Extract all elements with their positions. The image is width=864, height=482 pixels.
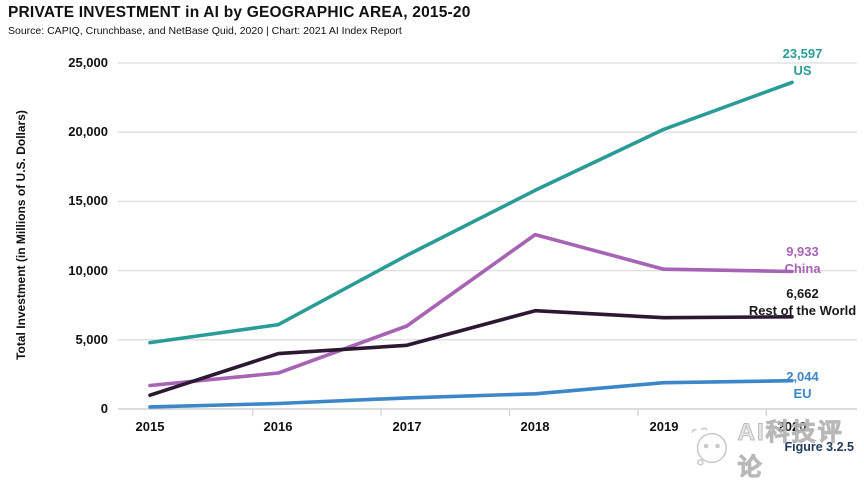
y-tick-label-25-000: 25,000 (68, 55, 108, 70)
end-label-value: 2,044 (786, 369, 819, 384)
end-label-name: China (784, 261, 821, 276)
y-tick-label-0: 0 (100, 401, 108, 416)
end-label-value: 6,662 (786, 286, 819, 301)
end-label-name: EU (793, 386, 812, 401)
watermark-text: AI科技评论 (737, 419, 844, 482)
series-line-us (148, 80, 794, 345)
y-tick-label-20-000: 20,000 (68, 124, 108, 139)
series-line-rest-of-the-world (148, 308, 794, 398)
y-tick-label-15-000: 15,000 (68, 193, 108, 208)
x-tick-label-2020: 2020 (777, 419, 807, 434)
end-label-name: US (793, 63, 812, 78)
series-line-china (148, 232, 794, 388)
face-logo-icon (691, 427, 727, 466)
end-label-name: Rest of the World (748, 303, 857, 318)
end-label-us: 23,597 US (740, 45, 864, 79)
figure-caption: Figure 3.2.5 (784, 440, 854, 454)
x-tick-label-2017: 2017 (392, 419, 422, 434)
series-line-eu (148, 378, 794, 409)
end-label-value: 23,597 (782, 46, 823, 61)
end-label-china: 9,933 China (740, 243, 864, 277)
end-label-rest-of-the-world: 6,662 Rest of the World (740, 285, 864, 319)
y-tick-label-10-000: 10,000 (68, 263, 108, 278)
y-tick-label-5-000: 5,000 (75, 332, 108, 347)
end-label-value: 9,933 (786, 244, 819, 259)
chart-figure: PRIVATE INVESTMENT in AI by GEOGRAPHIC A… (8, 4, 864, 482)
x-tick-label-2019: 2019 (649, 419, 679, 434)
chart-title: PRIVATE INVESTMENT in AI by GEOGRAPHIC A… (8, 4, 471, 21)
chart-source-line: Source: CAPIQ, Crunchbase, and NetBase Q… (8, 25, 402, 37)
x-tick-label-2018: 2018 (520, 419, 550, 434)
x-tick-label-2016: 2016 (263, 419, 293, 434)
plot-canvas (118, 62, 857, 416)
x-tick-label-2015: 2015 (135, 419, 165, 434)
end-label-eu: 2,044 EU (740, 368, 864, 402)
watermark: AI科技评论 (686, 412, 864, 482)
